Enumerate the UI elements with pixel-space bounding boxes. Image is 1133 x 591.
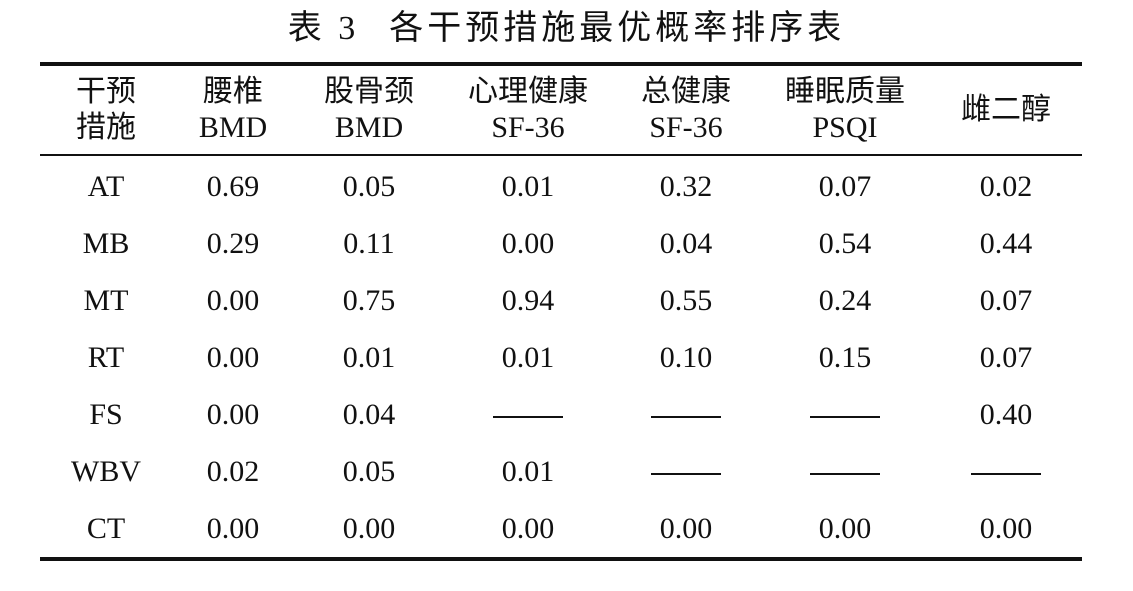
column-header: 股骨颈 BMD [294,64,444,155]
probability-cell: 0.01 [501,169,555,203]
probability-cell: 0.00 [979,511,1033,545]
column-header: 干预 措施 [40,64,172,155]
column-header-line: 措施 [76,111,136,144]
missing-value-dash [651,472,721,475]
table-row: MB 0.29 0.11 0.00 0.04 0.54 0.44 [40,215,1082,272]
column-header: 心理健康 SF-36 [444,64,612,155]
probability-cell: 0.04 [659,226,713,260]
column-header-line: SF-36 [649,111,723,144]
missing-value-dash [651,415,721,418]
probability-cell: 0.94 [501,283,555,317]
probability-cell: 0.15 [818,340,872,374]
probability-cell: 0.00 [206,340,260,374]
table-row: AT 0.69 0.05 0.01 0.32 0.07 0.02 [40,155,1082,215]
probability-cell [930,443,1082,500]
ranking-table: 干预 措施 腰椎 BMD 股骨颈 BMD 心理健康 SF-36 总健康 SF-36 睡眠质量 PSQI… [40,62,1082,561]
probability-cell: 0.00 [206,283,260,317]
probability-cell: 0.29 [206,226,260,260]
column-header-line: 腰椎 [203,75,263,108]
missing-value-dash [971,472,1041,475]
missing-value-dash [493,415,563,418]
intervention-cell: MT [83,283,129,317]
probability-cell: 0.00 [501,226,555,260]
table-row: RT 0.00 0.01 0.01 0.10 0.15 0.07 [40,329,1082,386]
probability-cell [760,386,930,443]
probability-cell: 0.00 [206,511,260,545]
missing-value-dash [810,472,880,475]
probability-cell: 0.07 [979,340,1033,374]
table-row: CT 0.00 0.00 0.00 0.00 0.00 0.00 [40,500,1082,559]
column-header-line: 干预 [76,75,136,108]
probability-cell: 0.01 [342,340,396,374]
probability-cell: 0.44 [979,226,1033,260]
column-header-line: 心理健康 [468,75,588,108]
intervention-cell: FS [89,397,123,431]
column-header: 睡眠质量 PSQI [760,64,930,155]
probability-cell [444,386,612,443]
probability-cell: 0.00 [659,511,713,545]
column-header: 总健康 SF-36 [612,64,760,155]
missing-value-dash [810,415,880,418]
probability-cell: 0.02 [206,454,260,488]
probability-cell: 0.05 [342,454,396,488]
probability-cell [760,443,930,500]
probability-cell [612,386,760,443]
table-body: AT 0.69 0.05 0.01 0.32 0.07 0.02 MB 0.29 0.11 0.00… [40,155,1082,559]
table-row: WBV 0.02 0.05 0.01 [40,443,1082,500]
header-row: 干预 措施 腰椎 BMD 股骨颈 BMD 心理健康 SF-36 总健康 SF-36 睡眠质量 PSQI… [40,64,1082,155]
table-caption: 表 3 各干预措施最优概率排序表 [0,6,1133,51]
table-title: 各干预措施最优概率排序表 [389,8,846,48]
table-row: MT 0.00 0.75 0.94 0.55 0.24 0.07 [40,272,1082,329]
table-row: FS 0.00 0.04 0.40 [40,386,1082,443]
intervention-cell: RT [87,340,125,374]
probability-cell: 0.04 [342,397,396,431]
probability-cell: 0.00 [206,397,260,431]
probability-cell: 0.54 [818,226,872,260]
column-header: 雌二醇 [930,64,1082,155]
probability-cell: 0.69 [206,169,260,203]
column-header-line: SF-36 [491,111,565,144]
probability-cell [612,443,760,500]
column-header-line: 股骨颈 [324,75,414,108]
probability-cell: 0.24 [818,283,872,317]
probability-cell: 0.00 [342,511,396,545]
probability-cell: 0.02 [979,169,1033,203]
table-number: 表 3 [287,10,360,47]
column-header-line: 总健康 [641,75,731,108]
probability-cell: 0.75 [342,283,396,317]
intervention-cell: AT [87,169,125,203]
ranking-table-container: 干预 措施 腰椎 BMD 股骨颈 BMD 心理健康 SF-36 总健康 SF-36 睡眠质量 PSQI… [40,62,1082,561]
probability-cell: 0.11 [343,226,395,260]
probability-cell: 0.55 [659,283,713,317]
probability-cell: 0.01 [501,340,555,374]
column-header: 腰椎 BMD [172,64,294,155]
probability-cell: 0.32 [659,169,713,203]
column-header-line: 雌二醇 [961,93,1051,126]
intervention-cell: MB [82,226,130,260]
probability-cell: 0.01 [501,454,555,488]
intervention-cell: WBV [71,454,141,488]
probability-cell: 0.00 [818,511,872,545]
column-header-line: PSQI [812,111,878,144]
probability-cell: 0.40 [979,397,1033,431]
probability-cell: 0.00 [501,511,555,545]
intervention-cell: CT [86,511,126,545]
column-header-line: 睡眠质量 [785,75,905,108]
column-header-line: BMD [334,111,404,144]
probability-cell: 0.10 [659,340,713,374]
probability-cell: 0.05 [342,169,396,203]
column-header-line: BMD [198,111,268,144]
probability-cell: 0.07 [979,283,1033,317]
probability-cell: 0.07 [818,169,872,203]
